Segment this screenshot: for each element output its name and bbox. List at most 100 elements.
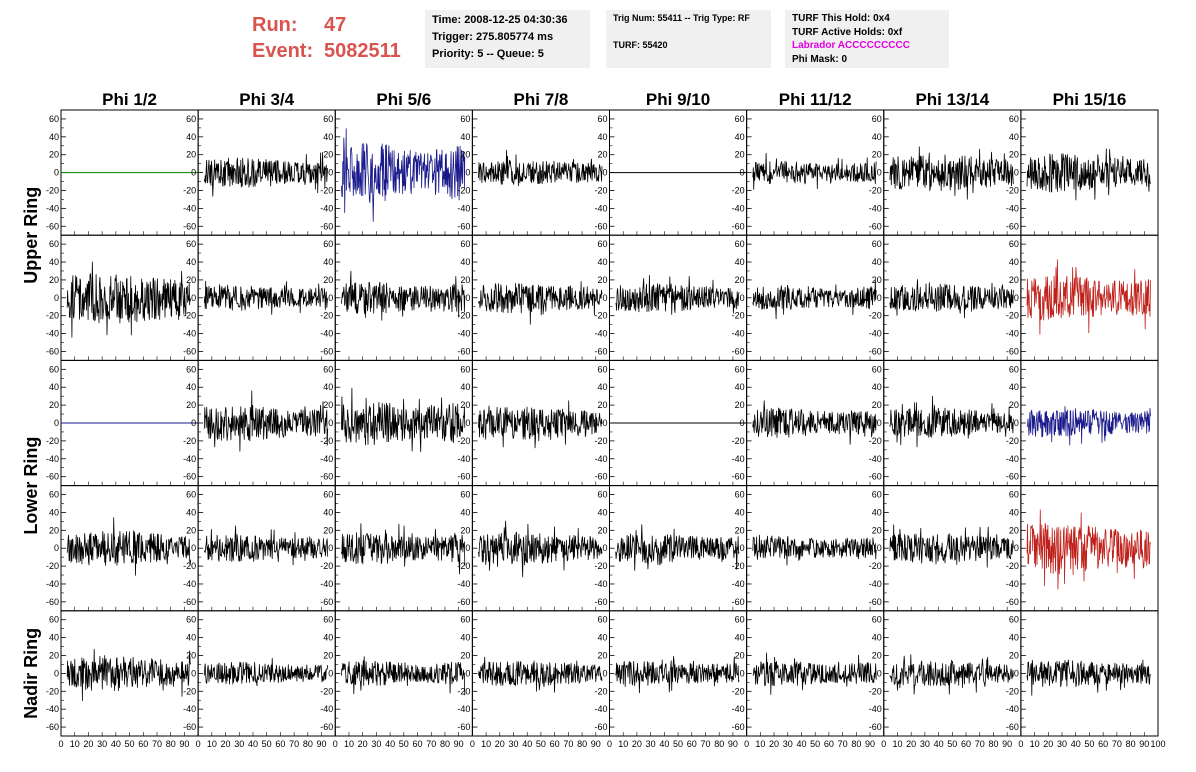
x-tick-label: 80: [166, 739, 176, 749]
x-tick-label: 10: [344, 739, 354, 749]
y-tick-label: 60: [735, 114, 745, 124]
y-tick-label: 40: [323, 633, 333, 643]
y-tick-label: -20: [320, 185, 333, 195]
x-tick-label: 30: [509, 739, 519, 749]
x-tick-label: 20: [632, 739, 642, 749]
y-tick-label: 20: [872, 525, 882, 535]
time-text: Time: 2008-12-25 04:30:36: [432, 14, 568, 26]
x-tick-label: 40: [1071, 739, 1081, 749]
y-tick-label: 20: [1009, 400, 1019, 410]
x-tick-label: 0: [881, 739, 886, 749]
y-tick-label: -20: [1006, 311, 1019, 321]
y-tick-label: 0: [328, 543, 333, 553]
y-tick-label: 20: [186, 275, 196, 285]
y-tick-label: 0: [740, 543, 745, 553]
y-tick-label: -40: [869, 329, 882, 339]
x-tick-label: 30: [371, 739, 381, 749]
waveform-trace: [752, 400, 877, 445]
y-tick-label: 20: [735, 525, 745, 535]
x-tick-label: 70: [1112, 739, 1122, 749]
y-tick-label: -60: [457, 597, 470, 607]
waveform-trace: [752, 534, 877, 566]
y-tick-label: 20: [735, 150, 745, 160]
panel-frame: [60, 234, 199, 361]
y-tick-label: 60: [735, 490, 745, 500]
y-tick-label: -40: [320, 203, 333, 213]
y-tick-label: 60: [323, 114, 333, 124]
y-tick-label: 60: [872, 364, 882, 374]
y-tick-label: -40: [183, 454, 196, 464]
event-value: 5082511: [324, 40, 401, 62]
y-tick-label: 40: [323, 257, 333, 267]
x-tick-label: 70: [152, 739, 162, 749]
x-tick-label: 40: [385, 739, 395, 749]
y-tick-label: 60: [49, 615, 59, 625]
x-tick-label: 10: [1030, 739, 1040, 749]
waveform-trace: [1026, 405, 1151, 446]
y-tick-label: -40: [46, 579, 59, 589]
waveform-trace: [341, 128, 466, 222]
y-tick-label: 40: [323, 132, 333, 142]
y-tick-label: 40: [597, 507, 607, 517]
y-tick-label: 60: [460, 490, 470, 500]
y-tick-label: 0: [465, 418, 470, 428]
y-tick-label: -60: [1006, 597, 1019, 607]
ring-label: Lower Ring: [21, 437, 41, 535]
y-tick-label: 60: [186, 239, 196, 249]
y-tick-label: 20: [323, 150, 333, 160]
y-tick-label: 0: [54, 543, 59, 553]
phi-column-label: Phi 7/8: [514, 90, 569, 109]
y-tick-label: -20: [183, 686, 196, 696]
x-tick-label: 40: [659, 739, 669, 749]
y-tick-label: 40: [460, 257, 470, 267]
y-tick-label: -60: [594, 221, 607, 231]
y-tick-label: -60: [732, 722, 745, 732]
y-tick-label: 60: [1009, 114, 1019, 124]
y-tick-label: 0: [1014, 168, 1019, 178]
y-tick-label: -60: [732, 346, 745, 356]
y-tick-label: 0: [54, 168, 59, 178]
phi-mask-text: Phi Mask: 0: [792, 53, 848, 65]
turf-info-box: TURF This Hold: 0x4 TURF Active Holds: 0…: [785, 10, 949, 68]
y-tick-label: 20: [460, 400, 470, 410]
y-tick-label: 60: [460, 615, 470, 625]
x-tick-label: 0: [333, 739, 338, 749]
y-tick-label: 40: [186, 382, 196, 392]
y-tick-label: 0: [1014, 543, 1019, 553]
waveform-trace: [478, 281, 603, 325]
x-tick-label: 90: [591, 739, 601, 749]
y-tick-label: -60: [1006, 472, 1019, 482]
x-tick-label: 10: [481, 739, 491, 749]
x-tick-label: 50: [399, 739, 409, 749]
y-tick-label: 60: [186, 615, 196, 625]
y-tick-label: 20: [872, 150, 882, 160]
y-tick-label: 0: [328, 418, 333, 428]
y-tick-label: 20: [872, 651, 882, 661]
waveform-trace: [889, 146, 1014, 200]
y-tick-label: 40: [1009, 132, 1019, 142]
phi-column-label: Phi 9/10: [646, 90, 710, 109]
y-tick-label: 60: [323, 364, 333, 374]
x-tick-label: 80: [988, 739, 998, 749]
x-tick-label: 10: [892, 739, 902, 749]
waveform-trace: [66, 649, 191, 701]
waveform-trace: [1026, 509, 1151, 590]
y-tick-label: -20: [1006, 185, 1019, 195]
x-tick-label: 70: [975, 739, 985, 749]
y-tick-label: 20: [49, 400, 59, 410]
waveform-trace: [478, 400, 603, 449]
y-tick-label: 0: [602, 418, 607, 428]
y-tick-label: -20: [46, 185, 59, 195]
y-tick-label: 40: [1009, 633, 1019, 643]
y-tick-label: 0: [465, 168, 470, 178]
y-tick-label: 0: [602, 668, 607, 678]
y-tick-label: 0: [465, 293, 470, 303]
x-tick-label: 50: [673, 739, 683, 749]
y-tick-label: 40: [460, 382, 470, 392]
x-tick-label: 80: [577, 739, 587, 749]
y-tick-label: -60: [320, 722, 333, 732]
y-tick-label: -60: [869, 472, 882, 482]
y-tick-label: -40: [457, 579, 470, 589]
x-tick-label: 40: [522, 739, 532, 749]
